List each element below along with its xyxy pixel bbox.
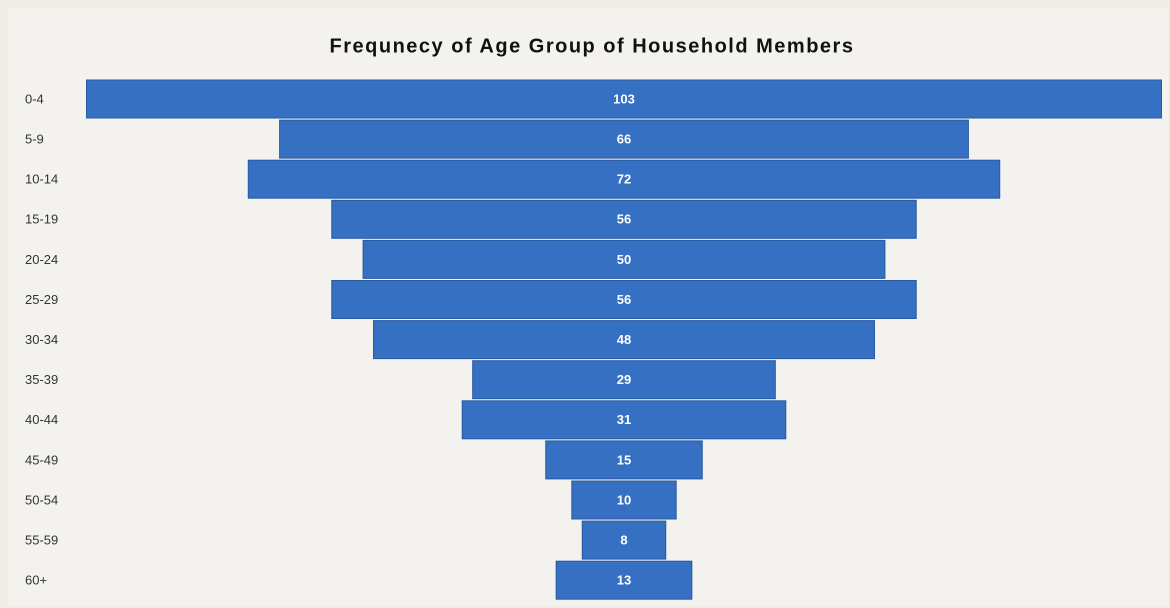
value-label: 15 bbox=[617, 452, 631, 467]
funnel-bar bbox=[362, 239, 886, 279]
category-label: 10-14 bbox=[25, 172, 58, 187]
value-label: 72 bbox=[617, 172, 631, 187]
funnel-bar bbox=[331, 280, 917, 319]
value-label: 48 bbox=[617, 332, 631, 347]
value-label: 8 bbox=[620, 533, 627, 548]
category-label: 55-59 bbox=[25, 533, 58, 548]
funnel-bar bbox=[331, 199, 917, 239]
category-label: 15-19 bbox=[25, 212, 58, 227]
value-label: 103 bbox=[613, 91, 635, 106]
value-label: 29 bbox=[617, 372, 631, 387]
funnel-bar bbox=[461, 400, 787, 440]
value-label: 50 bbox=[617, 252, 631, 267]
value-label: 56 bbox=[617, 292, 631, 307]
value-label: 10 bbox=[617, 492, 631, 507]
funnel-bar bbox=[545, 440, 703, 480]
value-label: 13 bbox=[617, 573, 631, 588]
value-label: 66 bbox=[617, 132, 631, 147]
funnel-bar bbox=[555, 560, 693, 600]
category-label: 20-24 bbox=[25, 252, 58, 267]
value-label: 31 bbox=[617, 412, 631, 427]
funnel-bar bbox=[581, 520, 667, 560]
category-label: 50-54 bbox=[25, 492, 58, 507]
value-label: 56 bbox=[617, 212, 631, 227]
funnel-bar bbox=[247, 159, 1001, 199]
funnel-bar bbox=[472, 360, 776, 400]
category-label: 5-9 bbox=[25, 132, 44, 147]
category-label: 25-29 bbox=[25, 292, 58, 307]
category-label: 35-39 bbox=[25, 372, 58, 387]
funnel-bar bbox=[571, 480, 677, 520]
category-label: 60+ bbox=[25, 573, 47, 588]
chart-title: Frequnecy of Age Group of Household Memb… bbox=[330, 35, 855, 57]
funnel-bar bbox=[279, 119, 969, 159]
category-label: 30-34 bbox=[25, 332, 58, 347]
category-label: 0-4 bbox=[25, 91, 44, 106]
category-label: 40-44 bbox=[25, 412, 58, 427]
funnel-bar bbox=[86, 79, 1162, 119]
category-label: 45-49 bbox=[25, 452, 58, 467]
funnel-bar bbox=[373, 320, 875, 360]
